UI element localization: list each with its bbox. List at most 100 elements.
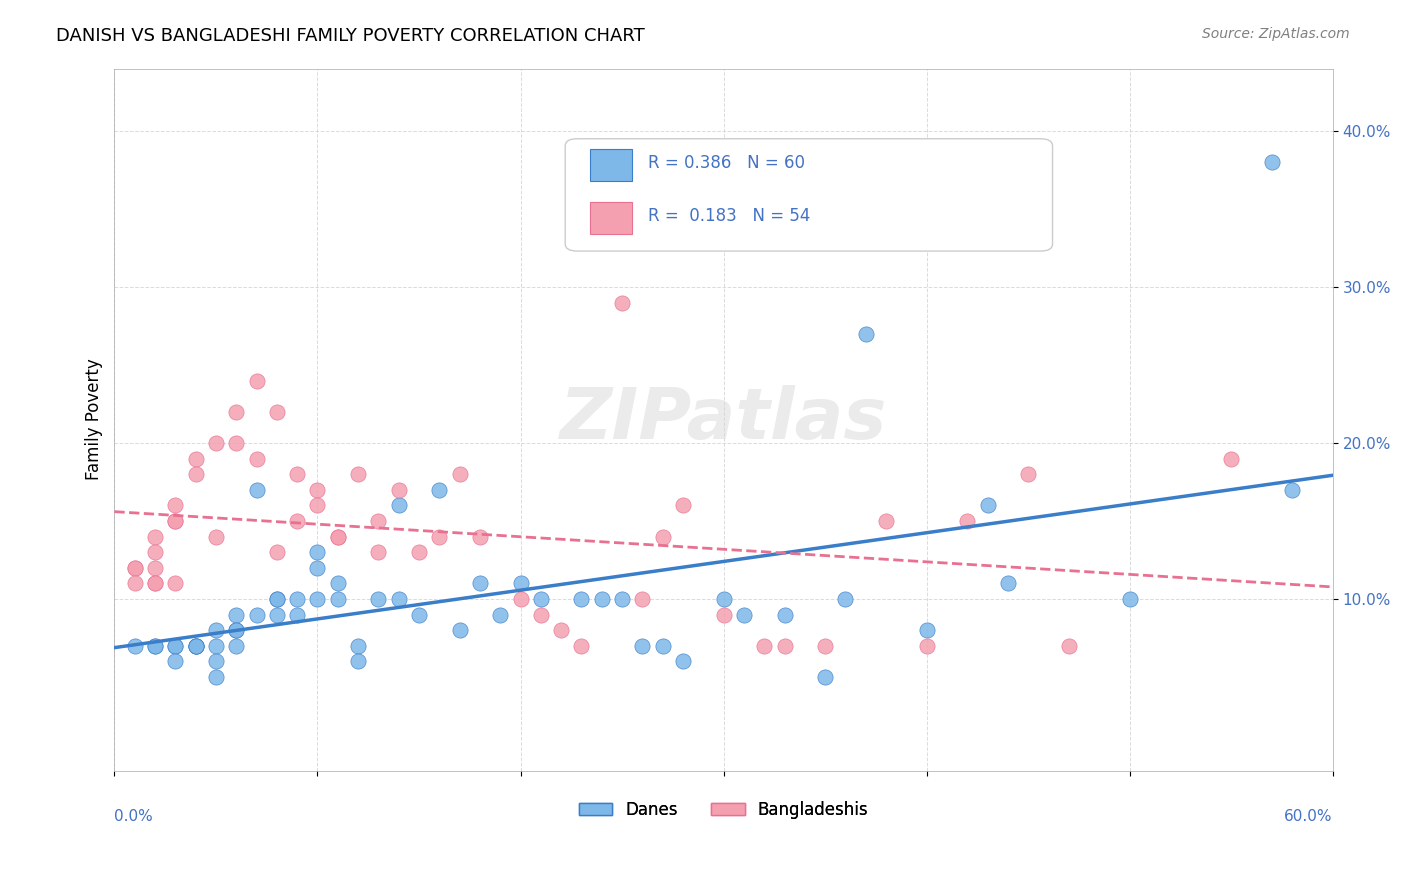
Point [530, 607, 553, 622]
Point [956, 514, 979, 528]
Point [225, 624, 247, 638]
Point [285, 467, 308, 482]
Point [1261, 155, 1284, 169]
Point [165, 639, 187, 653]
Point [1281, 483, 1303, 497]
Point [754, 639, 776, 653]
Point [266, 607, 288, 622]
Point [509, 576, 531, 591]
Text: 0.0%: 0.0% [114, 809, 153, 824]
Text: DANISH VS BANGLADESHI FAMILY POVERTY CORRELATION CHART: DANISH VS BANGLADESHI FAMILY POVERTY COR… [56, 27, 645, 45]
Point [143, 639, 166, 653]
Text: Source: ZipAtlas.com: Source: ZipAtlas.com [1202, 27, 1350, 41]
Point [427, 530, 450, 544]
Point [245, 607, 267, 622]
Point [814, 639, 837, 653]
Point [468, 530, 491, 544]
Point [1220, 451, 1243, 466]
Point [449, 624, 471, 638]
Point [184, 639, 207, 653]
Point [285, 592, 308, 607]
Point [326, 576, 349, 591]
Text: R =  0.183   N = 54: R = 0.183 N = 54 [648, 207, 810, 225]
Point [875, 514, 897, 528]
FancyBboxPatch shape [589, 149, 633, 181]
Point [733, 607, 755, 622]
Point [124, 639, 146, 653]
Point [307, 545, 329, 559]
Point [713, 607, 735, 622]
Point [205, 639, 228, 653]
Point [773, 607, 796, 622]
Point [205, 530, 228, 544]
Point [143, 545, 166, 559]
Point [124, 576, 146, 591]
Point [1057, 639, 1080, 653]
Text: ZIPatlas: ZIPatlas [560, 385, 887, 454]
Point [997, 576, 1019, 591]
Point [672, 655, 695, 669]
Point [631, 592, 654, 607]
Point [225, 405, 247, 419]
Point [225, 624, 247, 638]
Point [388, 483, 411, 497]
Point [143, 561, 166, 575]
Point [165, 639, 187, 653]
Point [307, 561, 329, 575]
Point [713, 592, 735, 607]
Point [205, 670, 228, 684]
Point [571, 639, 593, 653]
Point [184, 639, 207, 653]
Point [367, 514, 389, 528]
Point [143, 530, 166, 544]
Point [449, 467, 471, 482]
Point [976, 499, 998, 513]
Point [427, 483, 450, 497]
Point [184, 639, 207, 653]
Point [307, 592, 329, 607]
Point [165, 655, 187, 669]
Point [672, 499, 695, 513]
FancyBboxPatch shape [589, 202, 633, 234]
Point [165, 576, 187, 591]
Point [225, 639, 247, 653]
Point [165, 514, 187, 528]
Point [245, 451, 267, 466]
Point [834, 592, 856, 607]
Point [367, 545, 389, 559]
Point [388, 499, 411, 513]
Point [326, 530, 349, 544]
Point [1017, 467, 1039, 482]
Point [814, 670, 837, 684]
Text: R = 0.386   N = 60: R = 0.386 N = 60 [648, 154, 806, 172]
Point [610, 295, 633, 310]
Point [124, 561, 146, 575]
Point [245, 374, 267, 388]
Point [143, 576, 166, 591]
Point [489, 607, 512, 622]
Point [915, 639, 938, 653]
Point [388, 592, 411, 607]
Point [591, 592, 613, 607]
Point [367, 592, 389, 607]
Point [205, 436, 228, 450]
Point [205, 655, 228, 669]
Point [347, 655, 370, 669]
Point [651, 639, 673, 653]
Point [245, 483, 267, 497]
Point [610, 592, 633, 607]
Point [468, 576, 491, 591]
Point [408, 607, 430, 622]
Point [1118, 592, 1140, 607]
Point [855, 326, 877, 341]
Point [143, 639, 166, 653]
Point [651, 530, 673, 544]
Point [408, 545, 430, 559]
Point [165, 514, 187, 528]
Point [143, 576, 166, 591]
Point [266, 405, 288, 419]
Point [773, 639, 796, 653]
Point [124, 561, 146, 575]
Point [347, 639, 370, 653]
Point [571, 592, 593, 607]
